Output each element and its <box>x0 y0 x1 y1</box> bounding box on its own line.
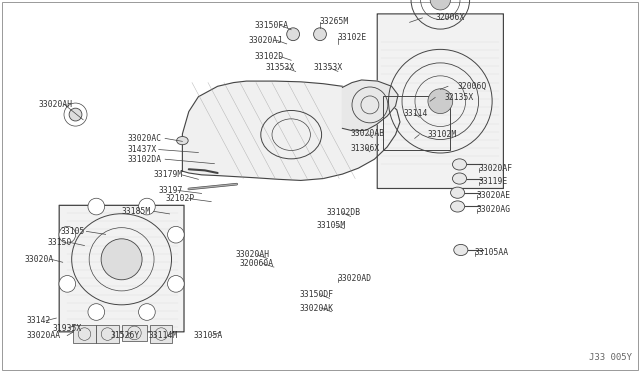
Text: 31353X: 31353X <box>314 63 343 72</box>
Text: 33179M: 33179M <box>154 170 183 179</box>
Text: 33185M: 33185M <box>122 207 151 216</box>
Text: 31353X: 31353X <box>266 63 295 72</box>
Circle shape <box>287 28 300 41</box>
Text: 33102E: 33102E <box>338 33 367 42</box>
Text: 33105M: 33105M <box>317 221 346 230</box>
Text: 33020AA: 33020AA <box>27 331 61 340</box>
Circle shape <box>88 198 104 215</box>
Text: 32135X: 32135X <box>445 93 474 102</box>
Text: 33150DF: 33150DF <box>300 290 333 299</box>
Text: 33020AB: 33020AB <box>351 129 385 138</box>
Text: 33119E: 33119E <box>479 177 508 186</box>
Text: 33020AH: 33020AH <box>236 250 269 259</box>
Ellipse shape <box>451 201 465 212</box>
Polygon shape <box>342 80 398 131</box>
Circle shape <box>139 304 156 320</box>
Text: 32006Q: 32006Q <box>458 82 487 91</box>
Text: 33020AD: 33020AD <box>338 274 372 283</box>
Text: 33020AK: 33020AK <box>300 304 333 312</box>
Text: 33020AJ: 33020AJ <box>248 36 282 45</box>
Text: 33102D: 33102D <box>255 52 284 61</box>
Bar <box>150 325 173 343</box>
Text: 31437X: 31437X <box>128 145 157 154</box>
Text: 33020A: 33020A <box>24 255 54 264</box>
Text: 33105: 33105 <box>61 227 85 236</box>
Text: 31935X: 31935X <box>52 324 82 333</box>
Ellipse shape <box>451 187 465 198</box>
Circle shape <box>430 0 451 10</box>
Text: 33114M: 33114M <box>148 331 178 340</box>
Text: 33020AC: 33020AC <box>128 134 162 143</box>
Circle shape <box>139 198 156 215</box>
FancyBboxPatch shape <box>59 205 184 332</box>
Text: 33265M: 33265M <box>320 17 349 26</box>
FancyBboxPatch shape <box>377 14 504 189</box>
Text: 33105AA: 33105AA <box>475 248 509 257</box>
Text: 32006X: 32006X <box>435 13 465 22</box>
Text: 33150FA: 33150FA <box>255 21 289 30</box>
Ellipse shape <box>454 244 468 256</box>
Circle shape <box>314 28 326 41</box>
Text: 33020AF: 33020AF <box>479 164 513 173</box>
Bar <box>97 325 119 343</box>
Text: 33102DA: 33102DA <box>128 155 162 164</box>
Polygon shape <box>182 81 400 180</box>
Circle shape <box>88 304 104 320</box>
Text: 33150: 33150 <box>48 238 72 247</box>
Circle shape <box>428 89 452 113</box>
Text: 33102M: 33102M <box>428 130 457 139</box>
Text: 33197: 33197 <box>159 186 183 195</box>
Text: 33020AE: 33020AE <box>477 191 511 200</box>
Text: 33102DB: 33102DB <box>326 208 360 217</box>
Text: 32102P: 32102P <box>165 194 195 203</box>
Text: J33 005Y: J33 005Y <box>589 353 632 362</box>
Text: 320060A: 320060A <box>240 259 274 268</box>
Bar <box>122 324 147 341</box>
Circle shape <box>168 276 184 292</box>
Bar <box>383 96 450 150</box>
Circle shape <box>69 108 82 121</box>
Text: 33105A: 33105A <box>193 331 223 340</box>
Bar <box>73 325 96 343</box>
Circle shape <box>59 227 76 243</box>
Circle shape <box>168 227 184 243</box>
Text: 33020AG: 33020AG <box>477 205 511 214</box>
Text: 31306X: 31306X <box>351 144 380 153</box>
Circle shape <box>101 239 142 280</box>
Ellipse shape <box>452 159 467 170</box>
Ellipse shape <box>177 137 188 145</box>
Text: 31526Y: 31526Y <box>110 331 140 340</box>
Ellipse shape <box>452 173 467 184</box>
Text: 33020AH: 33020AH <box>38 100 72 109</box>
Text: 33114: 33114 <box>403 109 428 118</box>
Text: 33142: 33142 <box>27 316 51 325</box>
Circle shape <box>59 276 76 292</box>
